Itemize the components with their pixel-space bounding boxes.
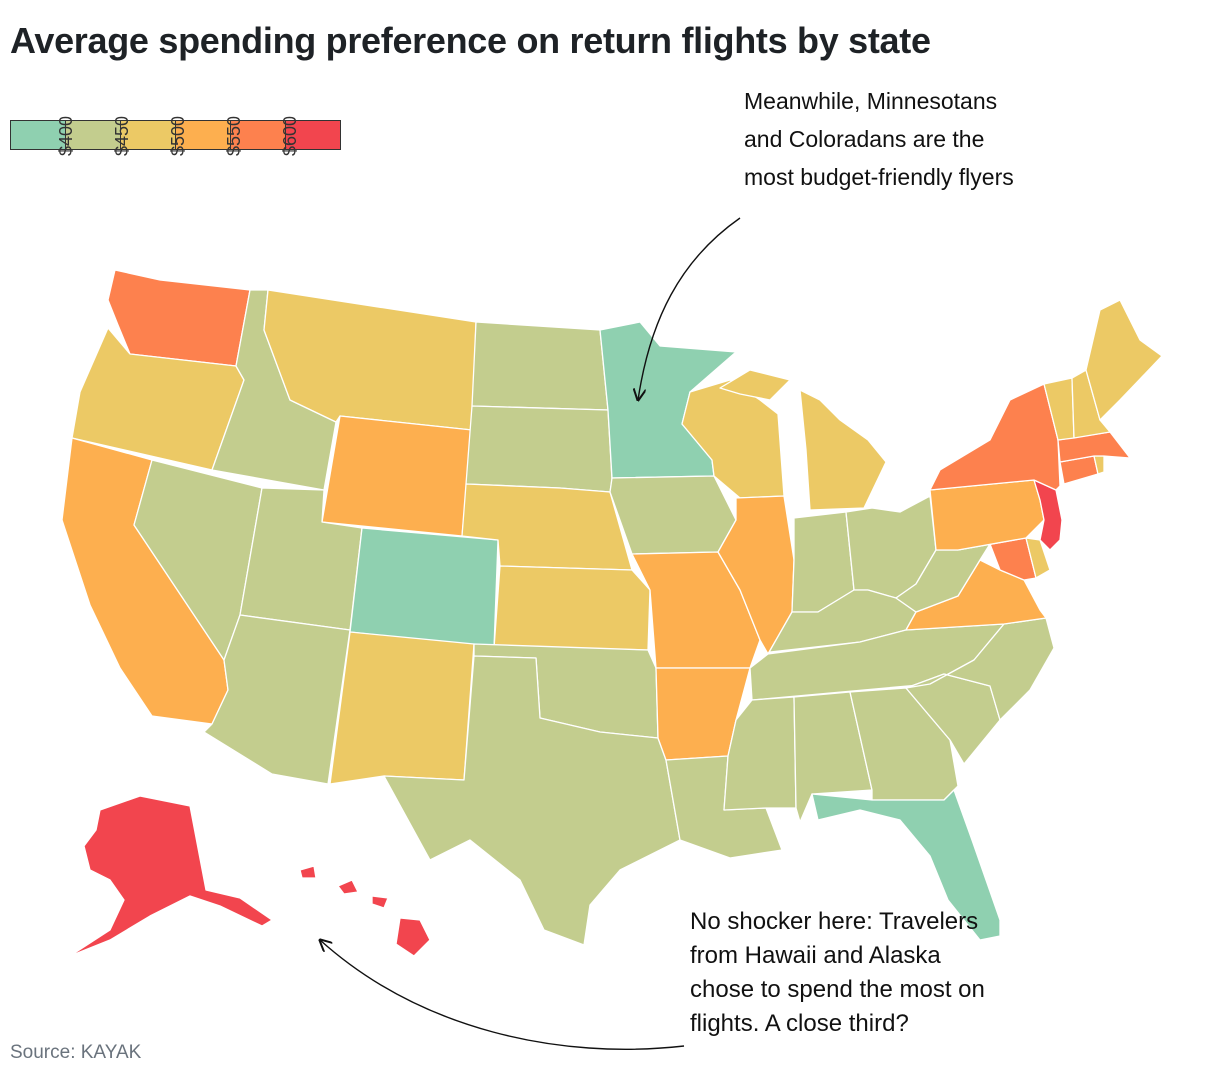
annotation-arrow-top [638, 217, 741, 400]
legend-swatch-2 [65, 120, 121, 150]
state-south-dakota[interactable]: South Dakota [465, 405, 613, 493]
state-new-jersey[interactable]: New Jersey [1033, 479, 1063, 551]
state-colorado[interactable]: Colorado [349, 527, 499, 649]
state-alaska[interactable]: Alaska [69, 795, 273, 957]
state-illinois[interactable]: Illinois [717, 495, 795, 655]
state-wyoming[interactable]: Wyoming [321, 415, 473, 537]
annotation-budget-friendly: Meanwhile, Minnesotans and Coloradans ar… [744, 88, 1014, 190]
state-new-york[interactable]: New York [929, 383, 1061, 491]
annotation-arrow-bottom [320, 940, 685, 1050]
state-washington[interactable]: Washington [107, 269, 251, 367]
state-new-hampshire[interactable]: New Hampshire [1071, 369, 1111, 439]
legend-swatch-6 [285, 120, 341, 150]
state-kansas[interactable]: Kansas [493, 565, 651, 651]
legend-swatch-3 [120, 120, 176, 150]
state-north-carolina[interactable]: North Carolina [905, 617, 1055, 721]
legend-swatch-4 [175, 120, 231, 150]
legend-swatch-5 [230, 120, 286, 150]
state-hawaii[interactable]: Hawaii [299, 865, 431, 957]
state-arizona[interactable]: Arizona [203, 614, 351, 785]
color-legend [10, 120, 341, 150]
state-maine[interactable]: Maine [1085, 299, 1163, 421]
annotation-hawaii-alaska: No shocker here: Travelers from Hawaii a… [690, 908, 985, 1037]
page-title: Average spending preference on return fl… [10, 20, 931, 61]
state-iowa[interactable]: Iowa [609, 475, 737, 555]
state-new-mexico[interactable]: New Mexico [329, 631, 475, 785]
state-delaware[interactable]: Delaware [1025, 537, 1051, 579]
state-texas[interactable]: Texas [383, 655, 681, 946]
state-florida[interactable]: Florida [811, 789, 1001, 941]
legend-swatch-1 [10, 120, 66, 150]
state-north-dakota[interactable]: North Dakota [471, 321, 609, 411]
state-michigan[interactable]: Michigan [719, 369, 887, 511]
source-credit: Source: KAYAK [10, 1042, 142, 1063]
